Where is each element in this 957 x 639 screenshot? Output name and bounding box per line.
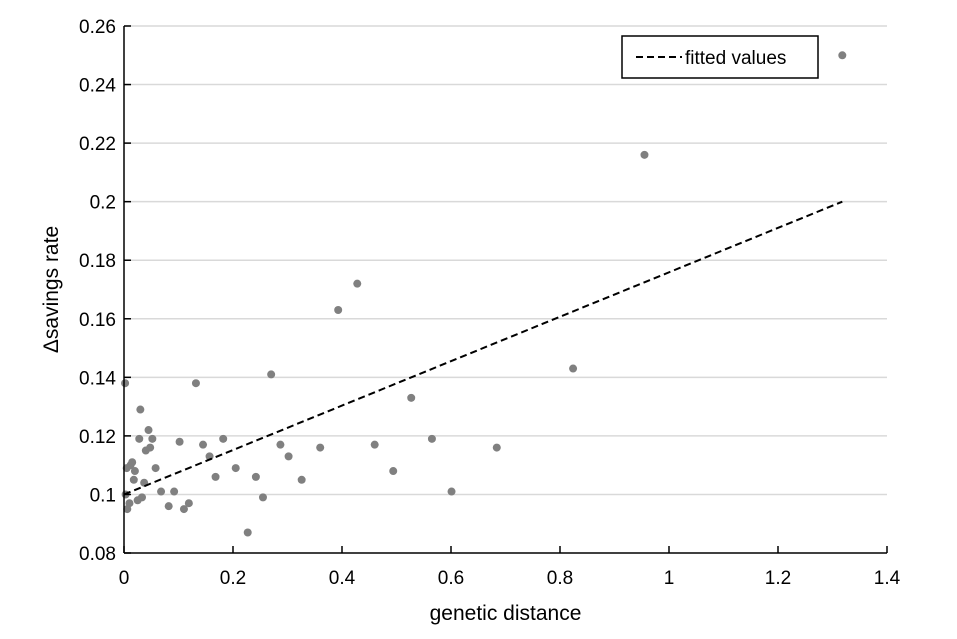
data-point <box>136 405 145 414</box>
data-point <box>640 150 649 159</box>
data-point <box>128 458 137 467</box>
x-tick-label: 1.4 <box>874 568 901 589</box>
data-point <box>569 364 578 373</box>
data-point <box>135 434 144 443</box>
data-point <box>129 475 138 484</box>
data-point <box>370 440 379 449</box>
y-tick-label: 0.08 <box>79 544 116 565</box>
data-point <box>316 443 325 452</box>
data-point <box>130 467 139 476</box>
data-point <box>146 443 155 452</box>
data-point <box>137 493 146 502</box>
x-tick-label: 1 <box>664 568 675 589</box>
data-point <box>258 493 267 502</box>
x-tick-label: 1.2 <box>765 568 791 589</box>
data-point <box>121 379 130 388</box>
data-point <box>164 502 173 511</box>
data-point <box>175 437 184 446</box>
y-axis-label: Δsavings rate <box>40 226 63 353</box>
legend-label-fitted-values: fitted values <box>685 48 786 69</box>
y-tick-label: 0.24 <box>79 76 116 97</box>
fitted-line-layer <box>123 200 843 496</box>
data-point <box>191 379 200 388</box>
y-tick-label: 0.14 <box>79 368 116 389</box>
axes <box>123 26 887 554</box>
data-point <box>219 434 228 443</box>
tick-labels: 0.08 0.1 0.12 0.14 0.16 0.18 0.2 0.22 0.24 0.26 0 0… <box>79 17 901 589</box>
data-point <box>353 279 362 288</box>
data-point <box>125 499 134 508</box>
legend: fitted values <box>621 35 819 79</box>
y-tick-label: 0.1 <box>90 485 116 506</box>
x-tick-label: 0.2 <box>220 568 246 589</box>
data-point <box>243 528 252 537</box>
data-point <box>297 475 306 484</box>
y-tick-label: 0.18 <box>79 251 116 272</box>
data-point <box>334 305 343 314</box>
x-axis-label: genetic distance <box>430 602 582 625</box>
data-point <box>267 370 276 379</box>
data-point <box>170 487 179 496</box>
data-point <box>184 499 193 508</box>
data-point <box>427 434 436 443</box>
y-tick-label: 0.2 <box>90 193 116 214</box>
data-point <box>211 472 220 481</box>
data-point <box>407 393 416 402</box>
data-point <box>151 464 160 473</box>
data-point <box>148 434 157 443</box>
data-point <box>447 487 456 496</box>
data-point <box>838 51 847 60</box>
data-point <box>157 487 166 496</box>
data-points <box>121 51 847 537</box>
data-point <box>284 452 293 461</box>
y-tick-label: 0.16 <box>79 310 116 331</box>
data-point <box>389 467 398 476</box>
data-point <box>231 464 240 473</box>
y-tick-label: 0.26 <box>79 17 116 38</box>
data-point <box>199 440 208 449</box>
data-point <box>276 440 285 449</box>
data-point <box>144 426 153 435</box>
x-tick-label: 0.8 <box>547 568 573 589</box>
fitted-line <box>123 200 843 496</box>
y-tick-label: 0.12 <box>79 427 116 448</box>
data-point <box>251 472 260 481</box>
data-point <box>179 505 188 514</box>
x-tick-label: 0 <box>119 568 130 589</box>
y-tick-label: 0.22 <box>79 134 116 155</box>
x-tick-label: 0.4 <box>329 568 356 589</box>
gridlines <box>124 25 887 496</box>
data-point <box>492 443 501 452</box>
legend-box <box>621 35 819 79</box>
x-tick-label: 0.6 <box>438 568 464 589</box>
